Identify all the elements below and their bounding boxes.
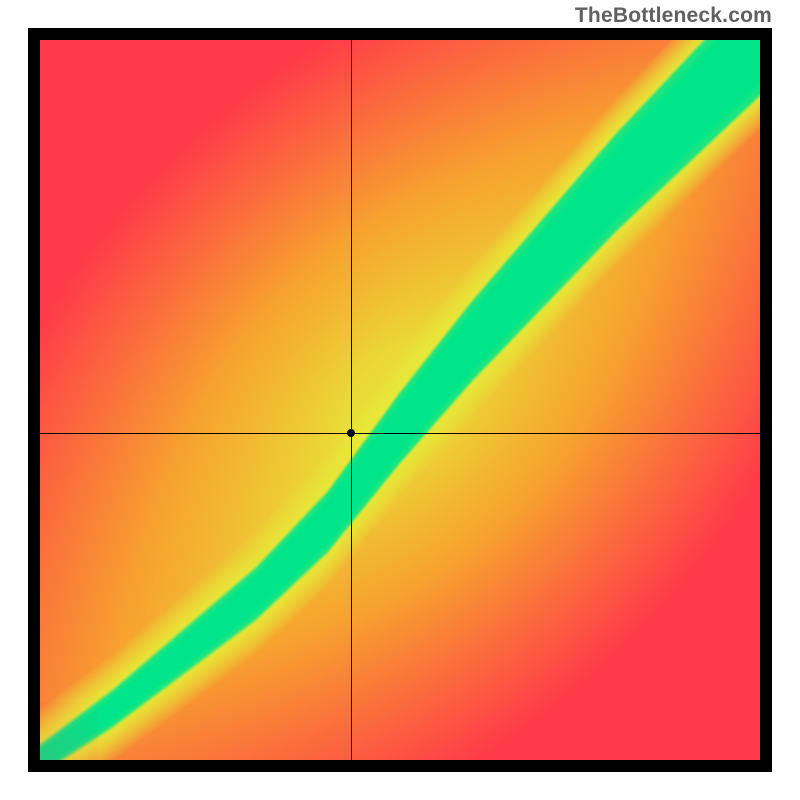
crosshair-marker <box>347 429 355 437</box>
crosshair-horizontal <box>40 433 760 434</box>
crosshair-vertical <box>351 40 352 760</box>
watermark-text: TheBottleneck.com <box>575 4 772 28</box>
chart-container: TheBottleneck.com <box>0 0 800 800</box>
chart-frame <box>28 28 772 772</box>
heatmap-canvas <box>40 40 760 760</box>
